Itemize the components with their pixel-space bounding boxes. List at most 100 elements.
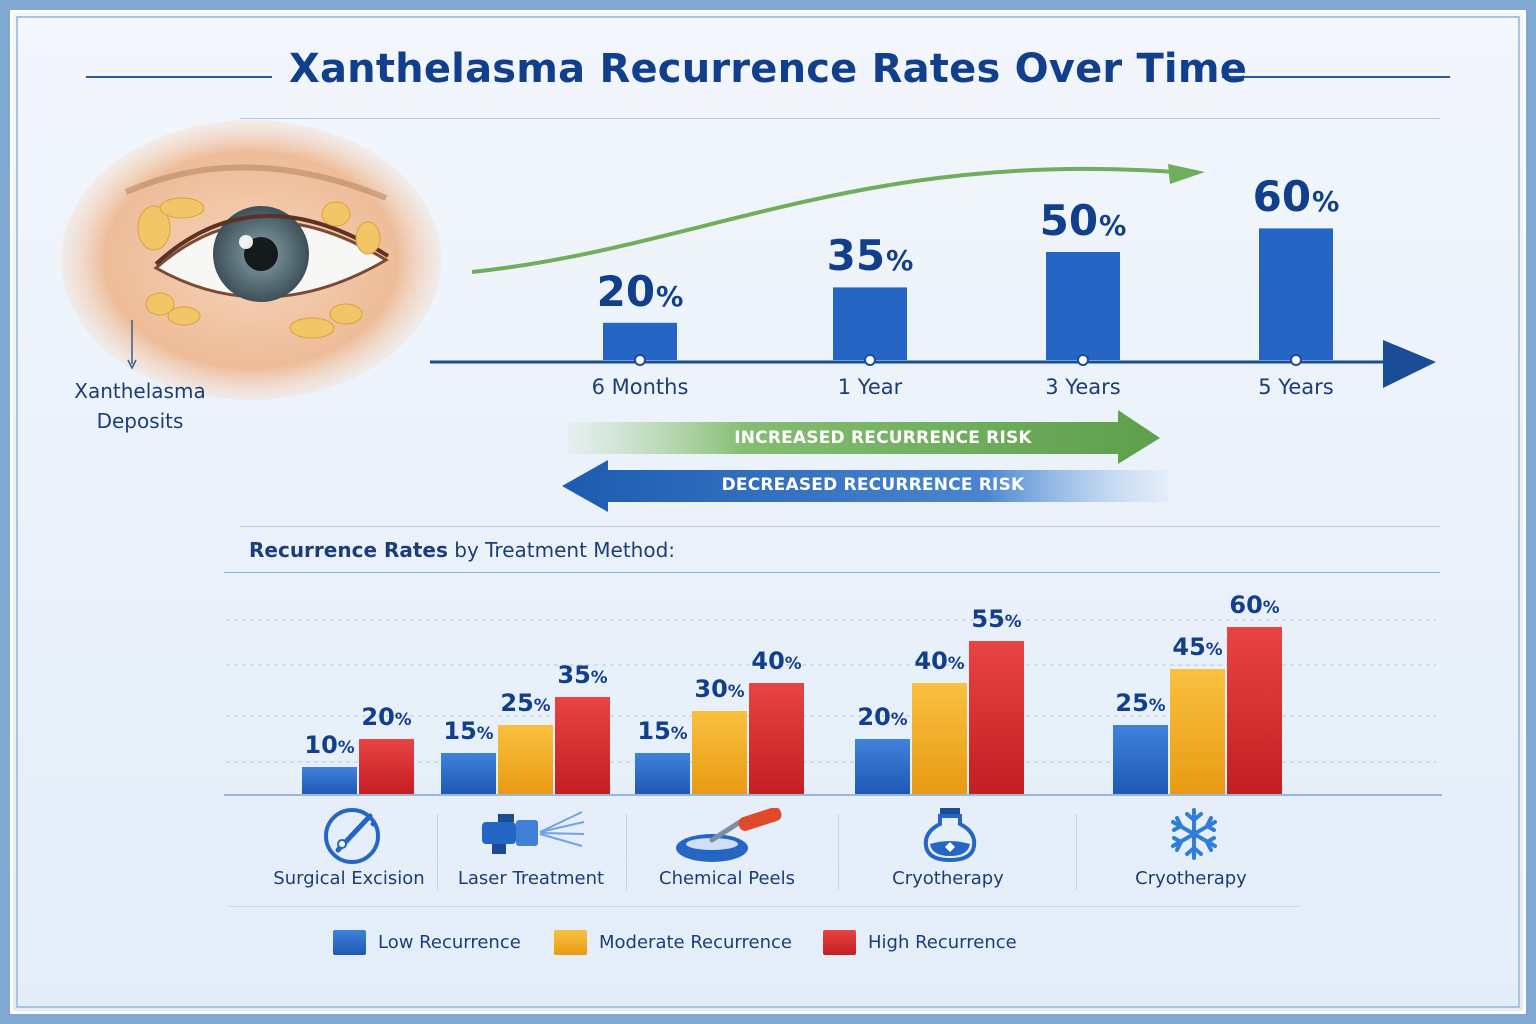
deposit xyxy=(167,306,201,326)
timeline-category-label: 1 Year xyxy=(837,375,903,399)
timeline-value-label-number: 35 xyxy=(826,231,886,281)
page-title: Xanthelasma Recurrence Rates Over Time xyxy=(288,46,1248,92)
treatment-value-label-unit: % xyxy=(476,723,494,743)
legend-low-label: Low Recurrence xyxy=(378,931,521,953)
treatment-value-label-number: 25 xyxy=(1115,689,1149,717)
deposit xyxy=(355,221,381,255)
treatment-value-label-number: 45 xyxy=(1172,633,1206,661)
snowflake-icon xyxy=(1171,808,1217,860)
increased-risk-label: INCREASED RECURRENCE RISK xyxy=(734,428,1032,448)
treatment-value-label-number: 55 xyxy=(971,605,1005,633)
treatment-method-label: Laser Treatment xyxy=(457,868,605,889)
treatment-chart xyxy=(224,619,1442,796)
legend-high: High Recurrence xyxy=(823,928,1017,956)
deposit-pointer-arrow xyxy=(127,359,137,370)
legend-low: Low Recurrence xyxy=(333,928,521,956)
method-separator xyxy=(437,814,438,890)
treatment-bar-low xyxy=(441,753,496,795)
section-divider xyxy=(224,572,1440,573)
treatment-value-label-number: 20 xyxy=(857,703,891,731)
treatment-value-label: 20% xyxy=(347,703,427,731)
timeline-category-label: 5 Years xyxy=(1258,375,1334,399)
bottom-divider xyxy=(228,906,1300,907)
legend-high-label: High Recurrence xyxy=(868,931,1017,953)
treatment-bar-high xyxy=(359,739,414,795)
treatment-value-label: 35% xyxy=(543,661,623,689)
treatment-bar-high xyxy=(749,683,804,795)
eye-label-line2: Deposits xyxy=(96,409,184,433)
treatment-value-label: 60% xyxy=(1215,591,1295,619)
timeline-bar xyxy=(1046,252,1120,360)
xanthelasma-deposits xyxy=(137,197,381,339)
eye-highlight xyxy=(239,235,253,249)
legend-moderate-swatch xyxy=(554,929,587,955)
treatment-value-label-unit: % xyxy=(337,737,355,757)
method-separator xyxy=(1076,814,1077,890)
timeline-value-label-number: 50 xyxy=(1039,196,1099,245)
timeline-value-label-number: 60 xyxy=(1252,172,1312,222)
timeline-value-label-unit: % xyxy=(886,246,914,278)
section-title-rest: by Treatment Method: xyxy=(447,538,676,562)
timeline-point xyxy=(864,354,876,366)
timeline-chart xyxy=(430,164,1436,388)
risk-arrows xyxy=(562,410,1168,512)
deposit xyxy=(289,317,335,339)
eye-label: Xanthelasma Deposits xyxy=(60,376,220,436)
decreased-risk-label: DECREASED RECURRENCE RISK xyxy=(721,475,1025,495)
timeline-point xyxy=(634,354,646,366)
eye-illustration xyxy=(61,120,441,400)
treatment-bar-low xyxy=(635,753,690,795)
timeline-value-label-unit: % xyxy=(656,281,684,313)
decreased-risk-arrow xyxy=(562,460,1168,512)
treatment-value-label-number: 25 xyxy=(500,689,534,717)
section-title-bold: Recurrence Rates xyxy=(249,538,448,562)
method-separator xyxy=(838,814,839,890)
eyelid-crease xyxy=(154,213,390,266)
deposit xyxy=(137,205,171,251)
timeline-value-label-unit: % xyxy=(1312,187,1340,219)
timeline-value-label: 60% xyxy=(1206,172,1386,221)
treatment-value-label: 30% xyxy=(680,675,760,703)
treatment-bar-moderate xyxy=(692,711,747,795)
treatment-value-label: 45% xyxy=(1158,633,1238,661)
treatment-bar-moderate xyxy=(1170,669,1225,795)
treatment-bar-moderate xyxy=(498,725,553,795)
method-separator xyxy=(626,814,627,890)
dropper-icon xyxy=(676,808,782,862)
timeline-category-label: 6 Months xyxy=(591,375,689,399)
title-divider xyxy=(240,118,1440,119)
treatment-method-label: Cryotherapy xyxy=(892,868,1004,889)
title-rule-right xyxy=(1222,76,1450,78)
treatment-value-label-unit: % xyxy=(1004,611,1022,631)
treatment-method-label: Chemical Peels xyxy=(659,868,795,889)
treatment-value-label: 15% xyxy=(429,717,509,745)
title-rule-left xyxy=(86,76,272,78)
timeline-value-label: 20% xyxy=(550,267,730,316)
treatment-value-label: 15% xyxy=(623,717,703,745)
timeline-bar xyxy=(833,287,907,360)
treatment-value-label: 25% xyxy=(1101,689,1181,717)
treatment-method-label: Surgical Excision xyxy=(273,868,425,889)
treatment-value-label-unit: % xyxy=(784,653,802,673)
treatment-value-label-unit: % xyxy=(670,723,688,743)
treatment-method-label: Cryotherapy xyxy=(1135,868,1247,889)
eyebrow xyxy=(124,164,388,201)
treatment-value-label: 20% xyxy=(843,703,923,731)
treatment-bar-low xyxy=(1113,725,1168,795)
treatment-bar-low xyxy=(855,739,910,795)
treatment-bar-high xyxy=(555,697,610,795)
treatment-bar-high xyxy=(969,641,1024,795)
treatment-bar-low xyxy=(302,767,357,795)
increased-risk-arrow xyxy=(568,410,1160,464)
treatment-value-label-unit: % xyxy=(1205,639,1223,659)
mid-divider xyxy=(240,526,1440,527)
treatment-value-label-number: 60 xyxy=(1229,591,1263,619)
treatment-value-label-unit: % xyxy=(727,681,745,701)
timeline-value-label: 50% xyxy=(993,196,1173,245)
timeline-value-label-number: 20 xyxy=(596,266,656,316)
legend-high-swatch xyxy=(823,929,856,955)
trend-arrow xyxy=(471,166,1176,274)
treatment-value-label-number: 35 xyxy=(557,661,591,689)
treatment-value-label: 10% xyxy=(290,731,370,759)
treatment-value-label-unit: % xyxy=(533,695,551,715)
